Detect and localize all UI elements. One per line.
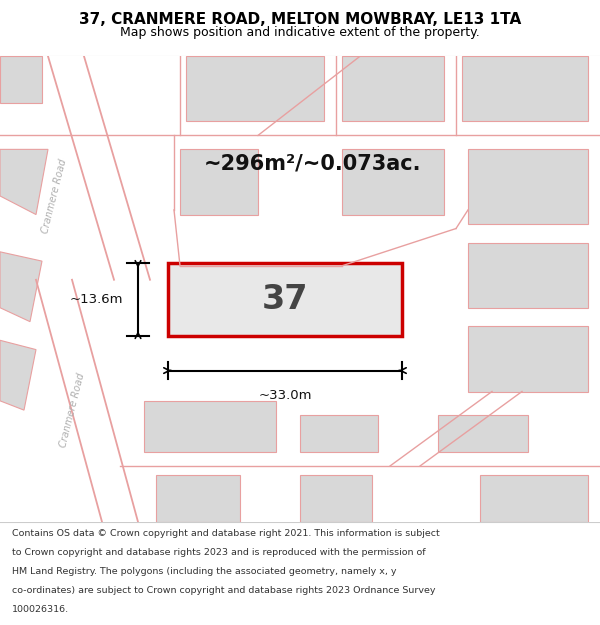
Polygon shape [468, 242, 588, 308]
Polygon shape [300, 475, 372, 522]
Polygon shape [438, 415, 528, 452]
Polygon shape [0, 56, 42, 102]
Polygon shape [0, 149, 48, 214]
Polygon shape [462, 56, 588, 121]
Polygon shape [342, 149, 444, 214]
Polygon shape [468, 149, 588, 224]
Polygon shape [342, 56, 444, 121]
Text: 37: 37 [262, 283, 308, 316]
Text: co-ordinates) are subject to Crown copyright and database rights 2023 Ordnance S: co-ordinates) are subject to Crown copyr… [12, 586, 436, 596]
Text: Cranmere Road: Cranmere Road [40, 158, 68, 234]
Text: ~296m²/~0.073ac.: ~296m²/~0.073ac. [203, 153, 421, 173]
Text: 100026316.: 100026316. [12, 606, 69, 614]
Polygon shape [180, 149, 258, 214]
Text: 37, CRANMERE ROAD, MELTON MOWBRAY, LE13 1TA: 37, CRANMERE ROAD, MELTON MOWBRAY, LE13 … [79, 12, 521, 28]
Polygon shape [186, 56, 324, 121]
Polygon shape [0, 252, 42, 322]
Polygon shape [144, 401, 276, 452]
Text: HM Land Registry. The polygons (including the associated geometry, namely x, y: HM Land Registry. The polygons (includin… [12, 568, 397, 576]
Polygon shape [0, 340, 36, 410]
Text: ~13.6m: ~13.6m [70, 293, 123, 306]
Text: Contains OS data © Crown copyright and database right 2021. This information is : Contains OS data © Crown copyright and d… [12, 529, 440, 538]
Polygon shape [468, 326, 588, 391]
Polygon shape [480, 475, 588, 522]
Text: Cranmere Road: Cranmere Road [58, 372, 86, 449]
Text: to Crown copyright and database rights 2023 and is reproduced with the permissio: to Crown copyright and database rights 2… [12, 548, 425, 557]
Text: Map shows position and indicative extent of the property.: Map shows position and indicative extent… [120, 26, 480, 39]
Polygon shape [156, 475, 240, 522]
Text: ~33.0m: ~33.0m [258, 389, 312, 402]
Polygon shape [300, 415, 378, 452]
Bar [168, 264, 402, 336]
